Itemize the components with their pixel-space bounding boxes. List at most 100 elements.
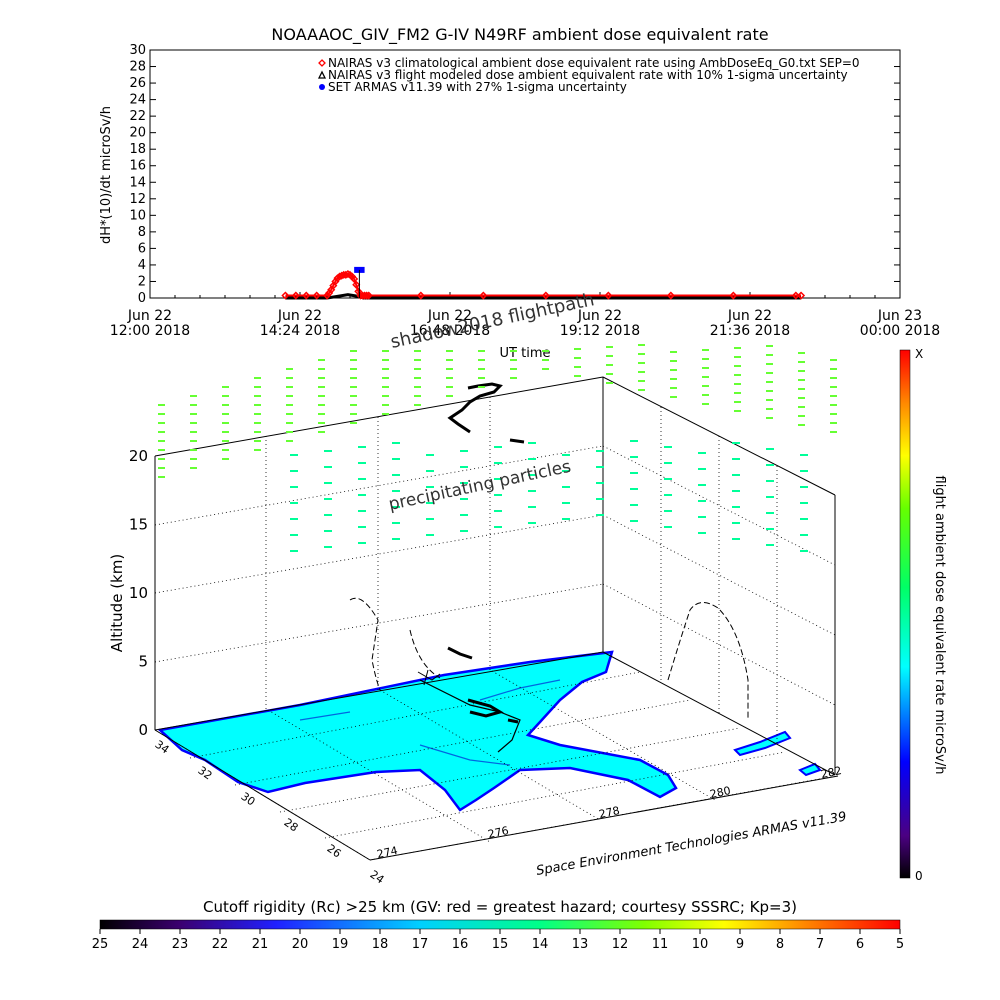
x-tick-label-time: 00:00 2018 <box>860 323 940 339</box>
rigidity-tick-label: 15 <box>492 937 509 952</box>
y-tick-label: 8 <box>138 225 146 240</box>
legend-label: SET ARMAS v11.39 with 27% 1-sigma uncert… <box>328 80 627 94</box>
floor-front-edge <box>369 775 839 861</box>
rigidity-colorbar-title: Cutoff rigidity (Rc) >25 km (GV: red = g… <box>203 898 797 916</box>
dose-colorbar-bottom: 0 <box>915 869 923 883</box>
rigidity-tick-label: 9 <box>736 937 744 952</box>
legend-marker-triangle <box>317 70 327 79</box>
rigidity-tick-label: 16 <box>452 937 469 952</box>
rigidity-tick-label: 7 <box>816 937 824 952</box>
rigidity-tick-label: 23 <box>172 937 189 952</box>
x-tick-label-date: Jun 23 <box>877 308 922 324</box>
rigidity-tick-label: 19 <box>332 937 349 952</box>
climatological-point <box>541 291 550 300</box>
legend-marker-diamond <box>318 59 326 67</box>
rigidity-tick-label: 5 <box>896 937 904 952</box>
precipitating-particles-markers <box>158 344 837 552</box>
latitude-tick-label: 24 <box>368 868 387 887</box>
altitude-tick-label: 20 <box>129 447 148 465</box>
climatological-point <box>362 291 371 300</box>
rigidity-tick-label: 18 <box>372 937 389 952</box>
chart-title: NOAAAOC_GIV_FM2 G-IV N49RF ambient dose … <box>271 25 768 45</box>
legend-marker-circle <box>319 84 325 90</box>
timeseries-y-label: dH*(10)/dt microSv/h <box>99 106 114 244</box>
y-tick-label: 28 <box>129 60 146 75</box>
rigidity-tick-label: 25 <box>92 937 109 952</box>
longitude-tick-label: 282 <box>820 764 843 781</box>
rigidity-colorbar-group: Cutoff rigidity (Rc) >25 km (GV: red = g… <box>92 898 904 952</box>
y-tick-label: 24 <box>129 93 146 108</box>
aircraft-symbol <box>417 669 441 686</box>
legend-label: NAIRAS v3 climatological ambient dose eq… <box>328 56 860 70</box>
timeseries-series <box>281 266 806 300</box>
climatological-point <box>364 291 373 300</box>
altitude-tick-label: 0 <box>138 721 148 739</box>
flightpath-3d <box>447 382 525 724</box>
climatological-point <box>796 291 806 300</box>
y-tick-label: 0 <box>138 291 146 306</box>
rigidity-tick-label: 12 <box>612 937 629 952</box>
y-tick-label: 4 <box>138 258 146 273</box>
altitude-tick-label: 15 <box>129 516 148 534</box>
annotation-particles: precipitating particles <box>387 457 573 515</box>
y-tick-label: 22 <box>129 109 146 124</box>
climatological-point <box>666 291 675 300</box>
y-tick-label: 16 <box>129 159 146 174</box>
climatological-point <box>343 269 352 279</box>
floor-left-edge <box>154 729 371 861</box>
x-tick-label-time: 12:00 2018 <box>110 323 190 339</box>
rigidity-tick-label: 8 <box>776 937 784 952</box>
rigidity-colorbar <box>99 919 901 930</box>
y-tick-label: 10 <box>129 208 146 223</box>
rigidity-tick-label: 20 <box>292 937 309 952</box>
y-tick-label: 18 <box>129 142 146 157</box>
floor-gridlines <box>154 670 831 861</box>
rigidity-colorbar-ticks: 25 24 23 22 21 20 19 18 17 16 15 14 13 12 11 10 9 8 7 6 5 <box>92 929 904 952</box>
rigidity-tick-label: 14 <box>532 937 549 952</box>
rigidity-tick-label: 11 <box>652 937 669 952</box>
dose-colorbar <box>899 349 911 879</box>
x-tick-label-time: 21:36 2018 <box>710 323 790 339</box>
flightpath-floor-track <box>419 679 521 753</box>
flight-3d-view: 0 5 10 15 20 34 32 30 28 26 24 274 276 278 280 282 Al… <box>108 289 947 886</box>
y-tick-label: 2 <box>138 274 146 289</box>
rigidity-tick-label: 13 <box>572 937 589 952</box>
flightpath-shadow-right <box>667 602 749 720</box>
latitude-tick-label: 28 <box>282 816 301 835</box>
coastline-detail <box>299 679 561 766</box>
legend-label: NAIRAS v3 flight modeled dose ambient eq… <box>328 68 848 82</box>
island-east <box>733 730 792 757</box>
y-tick-label: 14 <box>129 175 146 190</box>
altitude-tick-label: 10 <box>129 584 148 602</box>
x-tick-label-date: Jun 22 <box>127 308 172 324</box>
latitude-tick-label: 30 <box>239 790 258 809</box>
longitude-tick-label: 278 <box>598 804 621 821</box>
longitude-axis: 274 276 278 280 282 <box>376 764 843 861</box>
climatological-point <box>291 291 300 300</box>
climatological-point <box>323 291 332 300</box>
timeseries-x-label: UT time <box>500 346 551 361</box>
rigidity-tick-label: 17 <box>412 937 429 952</box>
climatological-point <box>791 291 800 300</box>
y-tick-label: 26 <box>129 76 146 91</box>
rigidity-tick-label: 6 <box>856 937 864 952</box>
island-southeast <box>798 762 822 777</box>
climatological-point <box>350 274 359 284</box>
climatological-point <box>416 291 425 300</box>
dose-colorbar-top: X <box>915 347 923 361</box>
altitude-label: Altitude (km) <box>108 554 126 652</box>
x-tick-label-time: 19:12 2018 <box>560 323 640 339</box>
flightpath-shadow-left <box>349 597 441 691</box>
climatological-point <box>312 291 321 300</box>
x-tick-label-date: Jun 22 <box>577 308 622 324</box>
climatological-point <box>729 291 738 300</box>
climatological-point <box>281 291 290 300</box>
climatological-point <box>352 280 361 289</box>
rigidity-tick-label: 22 <box>212 937 229 952</box>
climatological-point <box>302 291 311 300</box>
climatological-point <box>604 291 613 300</box>
x-tick-label-time: 14:24 2018 <box>260 323 340 339</box>
y-tick-label: 30 <box>129 43 146 58</box>
